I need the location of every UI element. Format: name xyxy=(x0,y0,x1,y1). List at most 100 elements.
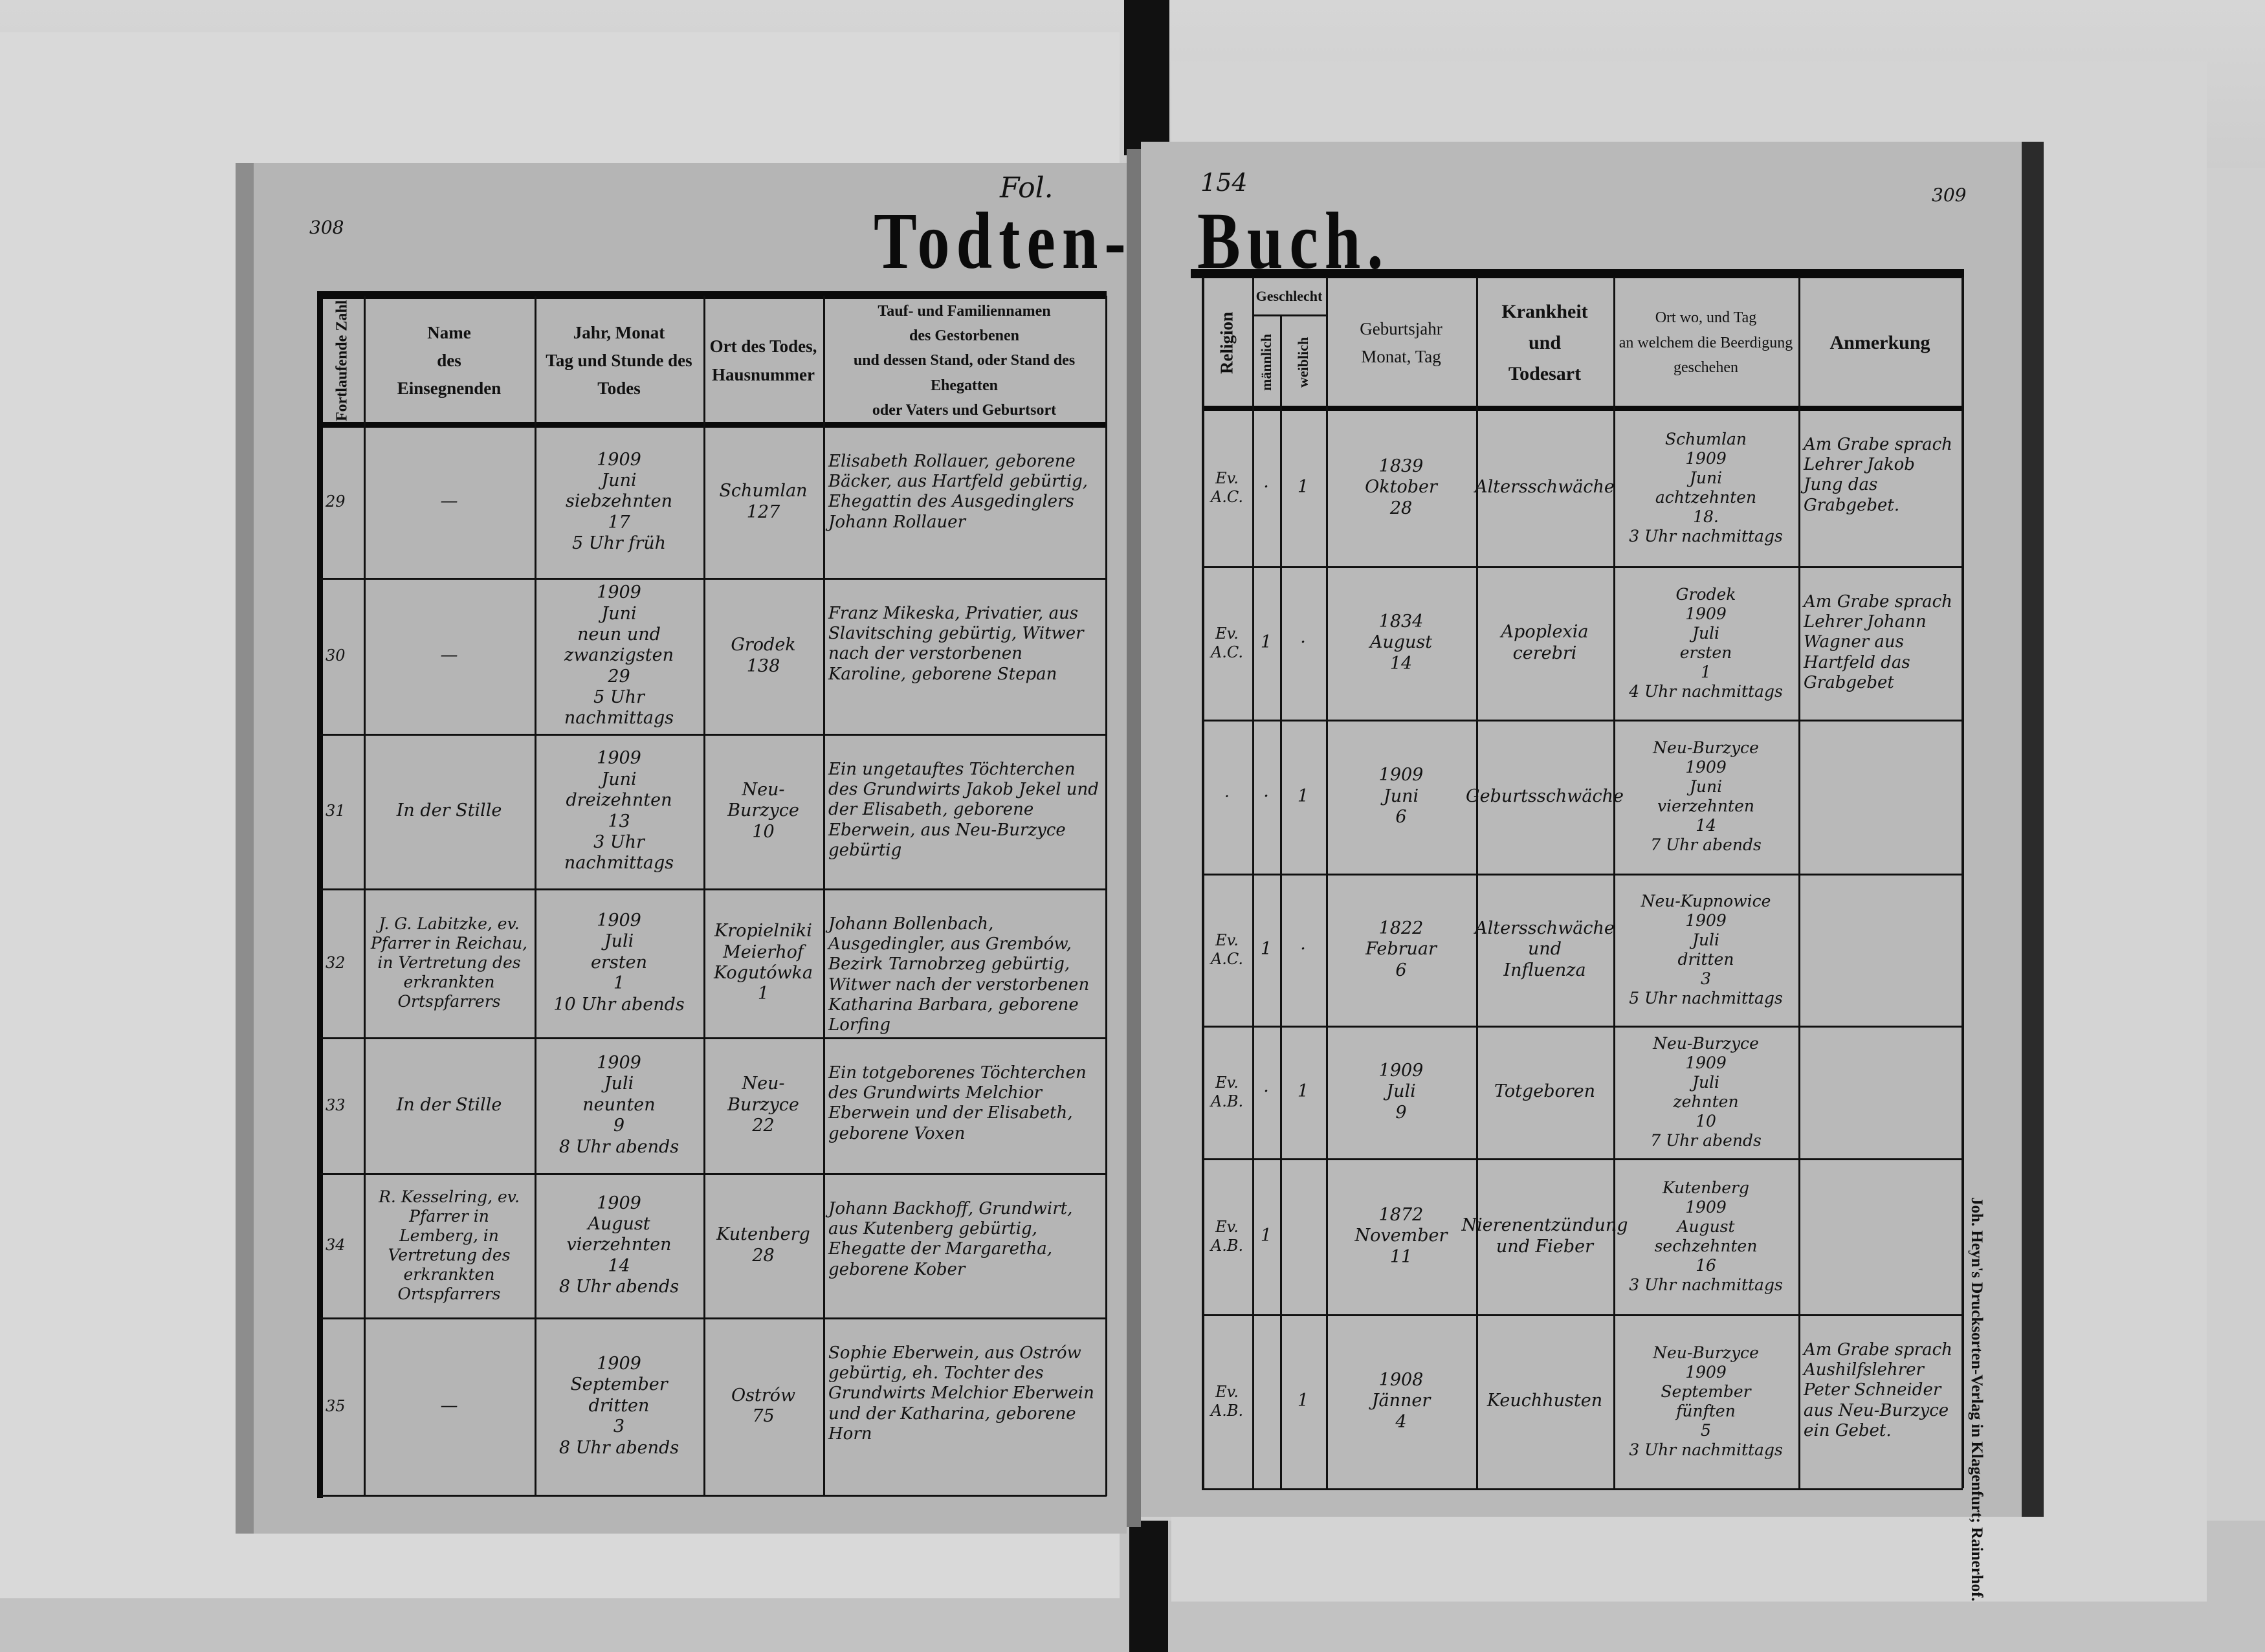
religion: · xyxy=(1224,787,1230,806)
table-top-rule xyxy=(1191,269,1964,278)
sex-female: 1 xyxy=(1297,786,1309,806)
sex-male: · xyxy=(1263,1081,1269,1102)
sex-female: 1 xyxy=(1297,1391,1309,1411)
row-rule xyxy=(320,1495,1107,1497)
row-rule xyxy=(1202,1158,1963,1160)
column-rule xyxy=(1202,277,1204,1488)
header-deceased-name: Tauf- und Familiennamen des Gestorbenen … xyxy=(853,302,1076,419)
place-of-death: Grodek 138 xyxy=(731,635,796,676)
title-left: Todten- xyxy=(874,195,1132,286)
header-remark: Anmerkung xyxy=(1829,332,1930,353)
officiant: J. G. Labitzke, ev. Pfarrer in Reichau, … xyxy=(370,914,528,1011)
sex-male: · xyxy=(1263,786,1269,806)
birth-date: 1872 November 11 xyxy=(1354,1204,1448,1267)
remark xyxy=(1798,720,1961,874)
gutter-shadow-top xyxy=(1124,0,1169,155)
page-number-right: 309 xyxy=(1932,184,1967,206)
cause-of-death: Keuchhusten xyxy=(1486,1391,1603,1411)
place-of-death: Ostrów 75 xyxy=(731,1385,796,1426)
row-rule xyxy=(1202,1488,1963,1490)
cause-of-death: Geburtsschwäche xyxy=(1466,786,1624,806)
folio-number: 154 xyxy=(1200,168,1248,197)
religion: Ev. A.B. xyxy=(1210,1073,1244,1110)
right-page xyxy=(1141,142,2044,1517)
remark: Am Grabe sprach Lehrer Jakob Jung das Gr… xyxy=(1804,435,1952,515)
cause-of-death: Apoplexia cerebri xyxy=(1501,622,1589,663)
column-rule xyxy=(1613,277,1615,1488)
header-running-number: Fortlaufende Zahl xyxy=(333,300,351,422)
religion: Ev. A.B. xyxy=(1210,1382,1244,1420)
header-place-of-death: Ort des Todes, Hausnummer xyxy=(709,336,817,384)
sex-female: 1 xyxy=(1297,1081,1309,1102)
officiant: — xyxy=(440,1395,458,1416)
table-left-rule xyxy=(317,291,323,1498)
burial-place-date: Grodek 1909 Juli ersten 1 4 Uhr nachmitt… xyxy=(1629,584,1783,701)
burial-place-date: Neu-Burzyce 1909 Juli zehnten 10 7 Uhr a… xyxy=(1650,1033,1762,1150)
column-rule xyxy=(1476,277,1478,1488)
entry-number: 32 xyxy=(326,953,346,972)
header-birth-date: Geburtsjahr Monat, Tag xyxy=(1360,318,1442,366)
row-rule xyxy=(320,1037,1107,1039)
column-rule xyxy=(1280,316,1282,1488)
place-of-death: Neu-Burzyce 10 xyxy=(727,779,799,842)
column-rule xyxy=(1252,277,1254,1488)
remark: Am Grabe sprach Aushilfslehrer Peter Sch… xyxy=(1804,1340,1952,1440)
remark: Am Grabe sprach Lehrer Johann Wagner aus… xyxy=(1804,592,1952,692)
remark xyxy=(1798,874,1961,1026)
entry-number: 29 xyxy=(326,492,346,511)
deceased-description: Sophie Eberwein, aus Ostrów gebürtig, eh… xyxy=(828,1343,1094,1444)
date-of-death: 1909 Juni neun und zwanzigsten 29 5 Uhr … xyxy=(564,582,674,729)
sex-male: · xyxy=(1263,477,1269,498)
burial-place-date: Neu-Burzyce 1909 Juni vierzehnten 14 7 U… xyxy=(1650,738,1762,854)
header-date-of-death: Jahr, Monat Tag und Stunde des Todes xyxy=(546,322,692,399)
date-of-death: 1909 Juni siebzehnten 17 5 Uhr früh xyxy=(566,449,672,554)
row-rule xyxy=(1202,566,1963,568)
row-rule xyxy=(320,1317,1107,1319)
entry-number: 31 xyxy=(326,802,346,820)
column-rule xyxy=(1105,296,1107,1496)
officiant: In der Stille xyxy=(396,1094,502,1115)
column-rule xyxy=(1798,277,1800,1488)
birth-date: 1909 Juli 9 xyxy=(1378,1060,1424,1123)
burial-place-date: Schumlan 1909 Juni achtzehnten 18. 3 Uhr… xyxy=(1629,429,1783,545)
header-cause-of-death: Krankheit und Todesart xyxy=(1501,301,1588,384)
row-rule xyxy=(320,888,1107,890)
folio-label: Fol. xyxy=(1000,171,1054,204)
printer-imprint: Joh. Heyn's Drucksorten-Verlag in Klagen… xyxy=(1968,1197,1985,1602)
religion: Ev. A.C. xyxy=(1210,624,1244,661)
row-rule xyxy=(320,1173,1107,1175)
entry-number: 34 xyxy=(326,1236,346,1255)
officiant: R. Kesselring, ev. Pfarrer in Lemberg, i… xyxy=(379,1187,520,1303)
sex-male: 1 xyxy=(1260,632,1272,653)
birth-date: 1839 Oktober 28 xyxy=(1365,456,1437,518)
column-rule xyxy=(535,296,536,1496)
burial-place-date: Neu-Kupnowice 1909 Juli dritten 3 5 Uhr … xyxy=(1629,891,1783,1008)
column-rule xyxy=(364,296,366,1496)
religion: Ev. A.C. xyxy=(1210,468,1244,506)
sex-female: 1 xyxy=(1297,477,1309,498)
date-of-death: 1909 August vierzehnten 14 8 Uhr abends xyxy=(558,1193,680,1297)
entry-number: 30 xyxy=(326,646,346,665)
date-of-death: 1909 Juli ersten 1 10 Uhr abends xyxy=(553,910,685,1015)
deceased-description: Ein ungetauftes Töchterchen des Grundwir… xyxy=(828,760,1099,860)
date-of-death: 1909 Juni dreizehnten 13 3 Uhr nachmitta… xyxy=(564,748,674,874)
column-rule xyxy=(703,296,705,1496)
sex-female xyxy=(1280,1158,1326,1314)
row-rule xyxy=(320,734,1107,736)
header-religion: Religion xyxy=(1217,312,1237,375)
remark xyxy=(1798,1026,1961,1158)
sex-male: 1 xyxy=(1260,1226,1272,1246)
birth-date: 1834 August 14 xyxy=(1369,611,1433,674)
deceased-description: Franz Mikeska, Privatier, aus Slavitschi… xyxy=(828,604,1084,684)
place-of-death: Kutenberg 28 xyxy=(716,1224,810,1266)
burial-place-date: Kutenberg 1909 August sechzehnten 16 3 U… xyxy=(1629,1178,1783,1294)
header-sex: Geschlecht xyxy=(1255,288,1323,305)
deceased-description: Elisabeth Rollauer, geborene Bäcker, aus… xyxy=(828,452,1088,532)
sex-female: · xyxy=(1300,939,1306,960)
cause-of-death: Nierenentzündung und Fieber xyxy=(1461,1215,1628,1257)
place-of-death: Schumlan 127 xyxy=(719,481,808,522)
religion: Ev. A.C. xyxy=(1210,931,1244,968)
sex-male xyxy=(1252,1314,1280,1488)
sex-female: · xyxy=(1300,632,1306,653)
row-rule xyxy=(1202,874,1963,876)
